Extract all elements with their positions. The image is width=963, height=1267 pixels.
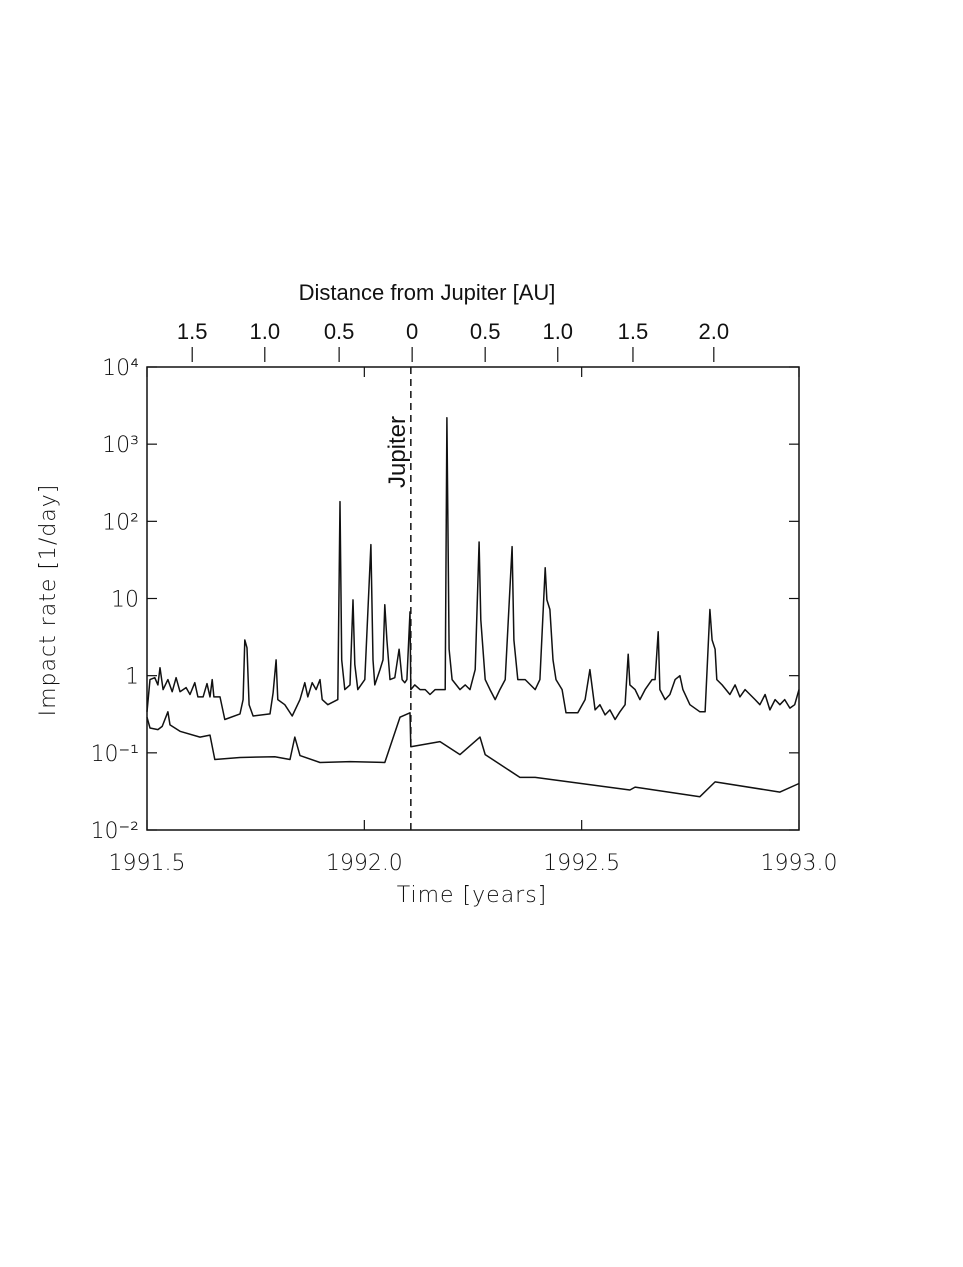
top-tick-label: 1.0 <box>542 319 573 344</box>
data-line <box>146 416 800 721</box>
y-tick-label: 1 <box>125 665 139 690</box>
top-tick-label: 1.5 <box>177 319 208 344</box>
x-tick-label: 1992.5 <box>543 851 620 876</box>
y-tick-label: 10⁻¹ <box>91 742 139 767</box>
x-tick-label: 1993.0 <box>761 851 838 876</box>
x-tick-label: 1992.0 <box>326 851 403 876</box>
top-axis-title: Distance from Jupiter [AU] <box>299 280 556 305</box>
top-tick-label: 2.0 <box>699 319 730 344</box>
y-tick-label: 10⁻² <box>91 819 139 844</box>
top-tick-label: 0.5 <box>324 319 355 344</box>
x-tick-label: 1991.5 <box>109 851 186 876</box>
annotation: Jupiter <box>384 416 411 488</box>
y-axis-title: Impact rate [1/day] <box>36 484 61 717</box>
top-tick-label: 0.5 <box>470 319 501 344</box>
x-axis-title: Time [years] <box>397 883 548 908</box>
top-tick-label: 1.0 <box>249 319 280 344</box>
y-tick-label: 10⁴ <box>102 356 139 381</box>
data-line <box>146 711 800 798</box>
y-tick-label: 10² <box>102 510 139 535</box>
top-tick-label: 1.5 <box>618 319 649 344</box>
y-tick-label: 10³ <box>102 433 139 458</box>
top-tick-label: 0 <box>406 319 418 344</box>
y-tick-label: 10 <box>111 588 139 613</box>
